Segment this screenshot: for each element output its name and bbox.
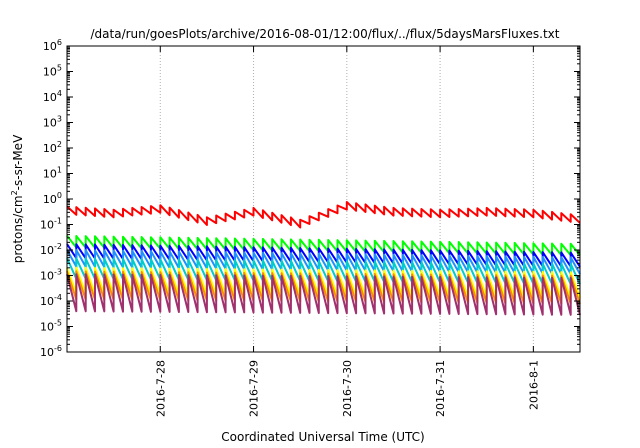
y-tick-label: 10-2 bbox=[40, 242, 62, 257]
series-layer bbox=[66, 201, 581, 316]
x-tick-label: 2016-7-28 bbox=[154, 360, 167, 417]
series-line-3 bbox=[66, 249, 581, 275]
series-line-2 bbox=[66, 243, 581, 268]
y-tick-label: 10-1 bbox=[40, 217, 62, 232]
y-tick-label: 105 bbox=[43, 64, 62, 79]
y-axis-ticks: 10-6 10-5 10-4 10-3 10-2 10-1 100 101 102 103 104 1… bbox=[40, 38, 580, 359]
x-tick-label: 2016-7-29 bbox=[248, 360, 261, 417]
y-tick-label: 106 bbox=[43, 38, 62, 53]
y-tick-label: 104 bbox=[43, 89, 62, 104]
x-axis-ticks: 2016-7-28 2016-7-29 2016-7-30 2016-7-31 2016… bbox=[154, 46, 540, 417]
y-tick-label: 100 bbox=[43, 191, 62, 206]
series-line-4 bbox=[66, 257, 581, 286]
y-tick-label: 10-6 bbox=[40, 344, 62, 359]
chart-title: /data/run/goesPlots/archive/2016-08-01/1… bbox=[91, 27, 560, 41]
y-tick-label: 102 bbox=[43, 140, 62, 155]
y-tick-label: 10-5 bbox=[40, 319, 62, 334]
series-line-5 bbox=[66, 266, 581, 299]
y-tick-label: 101 bbox=[43, 166, 62, 181]
y-tick-label: 10-3 bbox=[40, 268, 62, 283]
y-axis-label: protons/cm2-s-sr-MeV bbox=[10, 134, 25, 263]
series-line-1 bbox=[66, 235, 581, 257]
series-line-6 bbox=[66, 270, 581, 305]
series-line-0 bbox=[66, 201, 581, 229]
series-line-7 bbox=[66, 273, 581, 316]
x-tick-label: 2016-7-31 bbox=[434, 360, 447, 417]
x-tick-label: 2016-8-1 bbox=[527, 360, 540, 410]
y-tick-label: 103 bbox=[43, 115, 62, 130]
x-axis-label: Coordinated Universal Time (UTC) bbox=[221, 430, 424, 444]
x-tick-label: 2016-7-30 bbox=[341, 360, 354, 417]
y-tick-label: 10-4 bbox=[40, 293, 62, 308]
